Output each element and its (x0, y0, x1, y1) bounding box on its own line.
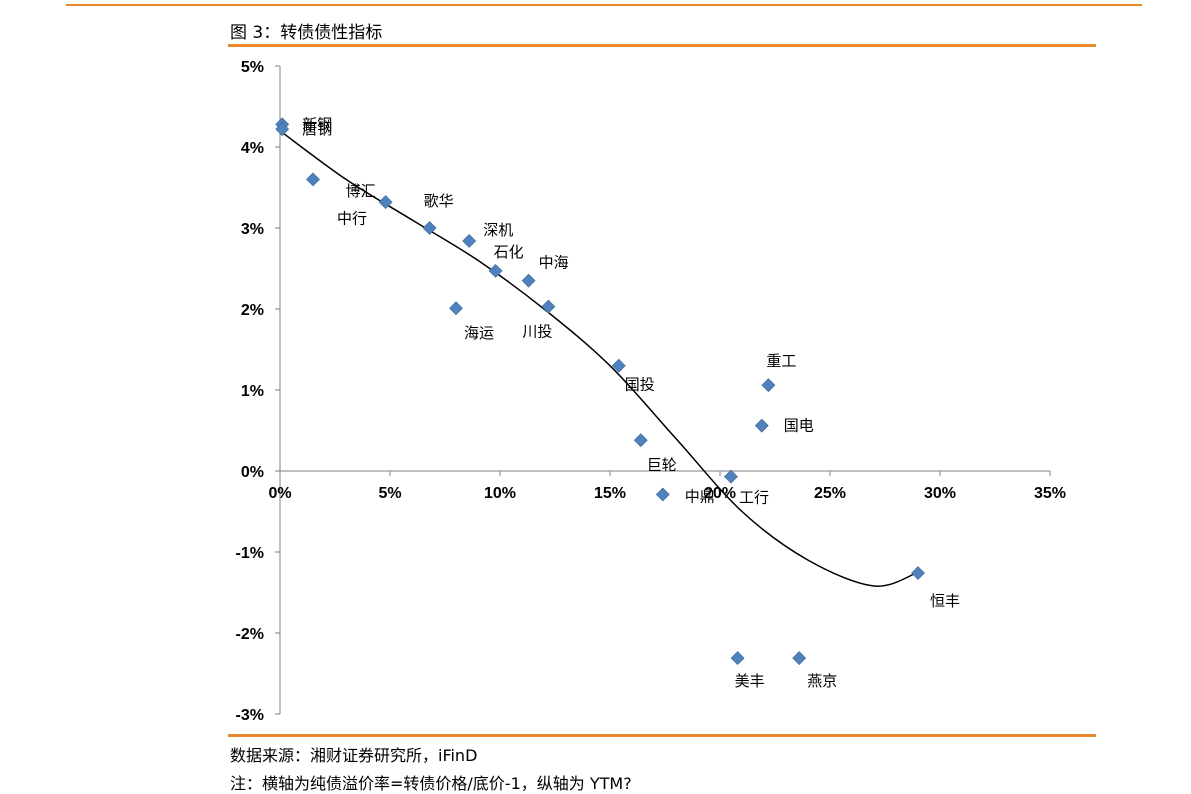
point-label: 美丰 (735, 672, 765, 690)
y-tick-label: 0% (241, 464, 264, 481)
point-label: 工行 (739, 489, 769, 507)
y-tick-label: 2% (241, 302, 264, 319)
x-tick-label: 0% (268, 485, 291, 502)
point-label: 博汇 (346, 182, 376, 200)
top-rule (66, 4, 1142, 6)
axis-tick-labels: 5%4%3%2%1%0%-1%-2%-3%0% 5% 10% 15% 20% 25% 30%… (236, 59, 1066, 724)
x-tick-label: 30% (924, 485, 956, 502)
data-point (611, 358, 626, 373)
data-point (422, 221, 437, 235)
y-tick-label: 4% (241, 140, 264, 157)
point-label: 中鼎 (685, 487, 715, 505)
data-points (275, 117, 925, 666)
point-label: 歌华 (424, 192, 454, 210)
x-tick-label: 10% (484, 485, 516, 502)
data-point (724, 469, 738, 484)
data-point (761, 378, 776, 393)
data-point (541, 299, 556, 314)
data-point (730, 651, 745, 666)
source-text: 数据来源：湘财证券研究所，iFinD (230, 746, 478, 765)
note-text: 注：横轴为纯债溢价率=转债价格/底价-1，纵轴为 YTM? (230, 774, 632, 793)
point-label: 重工 (766, 352, 796, 370)
x-tick-label: 5% (378, 485, 401, 502)
figure-title: 图 3：转债债性指标 (230, 23, 383, 43)
point-label: 川投 (522, 323, 552, 341)
data-point (449, 301, 463, 316)
x-tick-label: 15% (594, 485, 626, 502)
x-tick-label: 35% (1034, 485, 1066, 502)
y-tick-label: 1% (241, 383, 264, 400)
y-tick-label: -2% (236, 626, 264, 643)
data-point (792, 651, 807, 666)
point-label: 燕京 (807, 672, 837, 690)
data-point (306, 172, 320, 187)
data-point (378, 195, 393, 210)
point-label: 石化 (494, 243, 524, 261)
data-point (462, 234, 477, 248)
point-label: 中海 (539, 254, 569, 272)
axis-ticks (275, 65, 1051, 715)
data-point (275, 122, 290, 137)
data-point (655, 487, 670, 502)
point-label: 中行 (337, 209, 367, 227)
bottom-rule (228, 734, 1096, 737)
data-point (911, 566, 925, 580)
data-point (521, 273, 536, 288)
data-point (633, 433, 648, 448)
y-tick-label: 3% (241, 221, 264, 238)
x-tick-label: 25% (814, 485, 846, 502)
point-label: 新钢 (302, 115, 332, 133)
point-label: 深机 (483, 221, 513, 239)
y-tick-label: -3% (236, 707, 264, 724)
data-point (754, 418, 769, 433)
y-tick-label: -1% (236, 545, 264, 562)
point-label: 唐钢 (302, 120, 332, 138)
point-label: 恒丰 (930, 592, 960, 610)
point-label: 巨轮 (647, 456, 677, 474)
point-label: 国投 (625, 376, 655, 394)
y-tick-label: 5% (241, 59, 264, 76)
point-label: 国电 (784, 417, 814, 435)
point-label: 海运 (464, 324, 494, 342)
data-point (488, 264, 503, 278)
trendline (279, 130, 919, 587)
title-rule (228, 44, 1096, 47)
